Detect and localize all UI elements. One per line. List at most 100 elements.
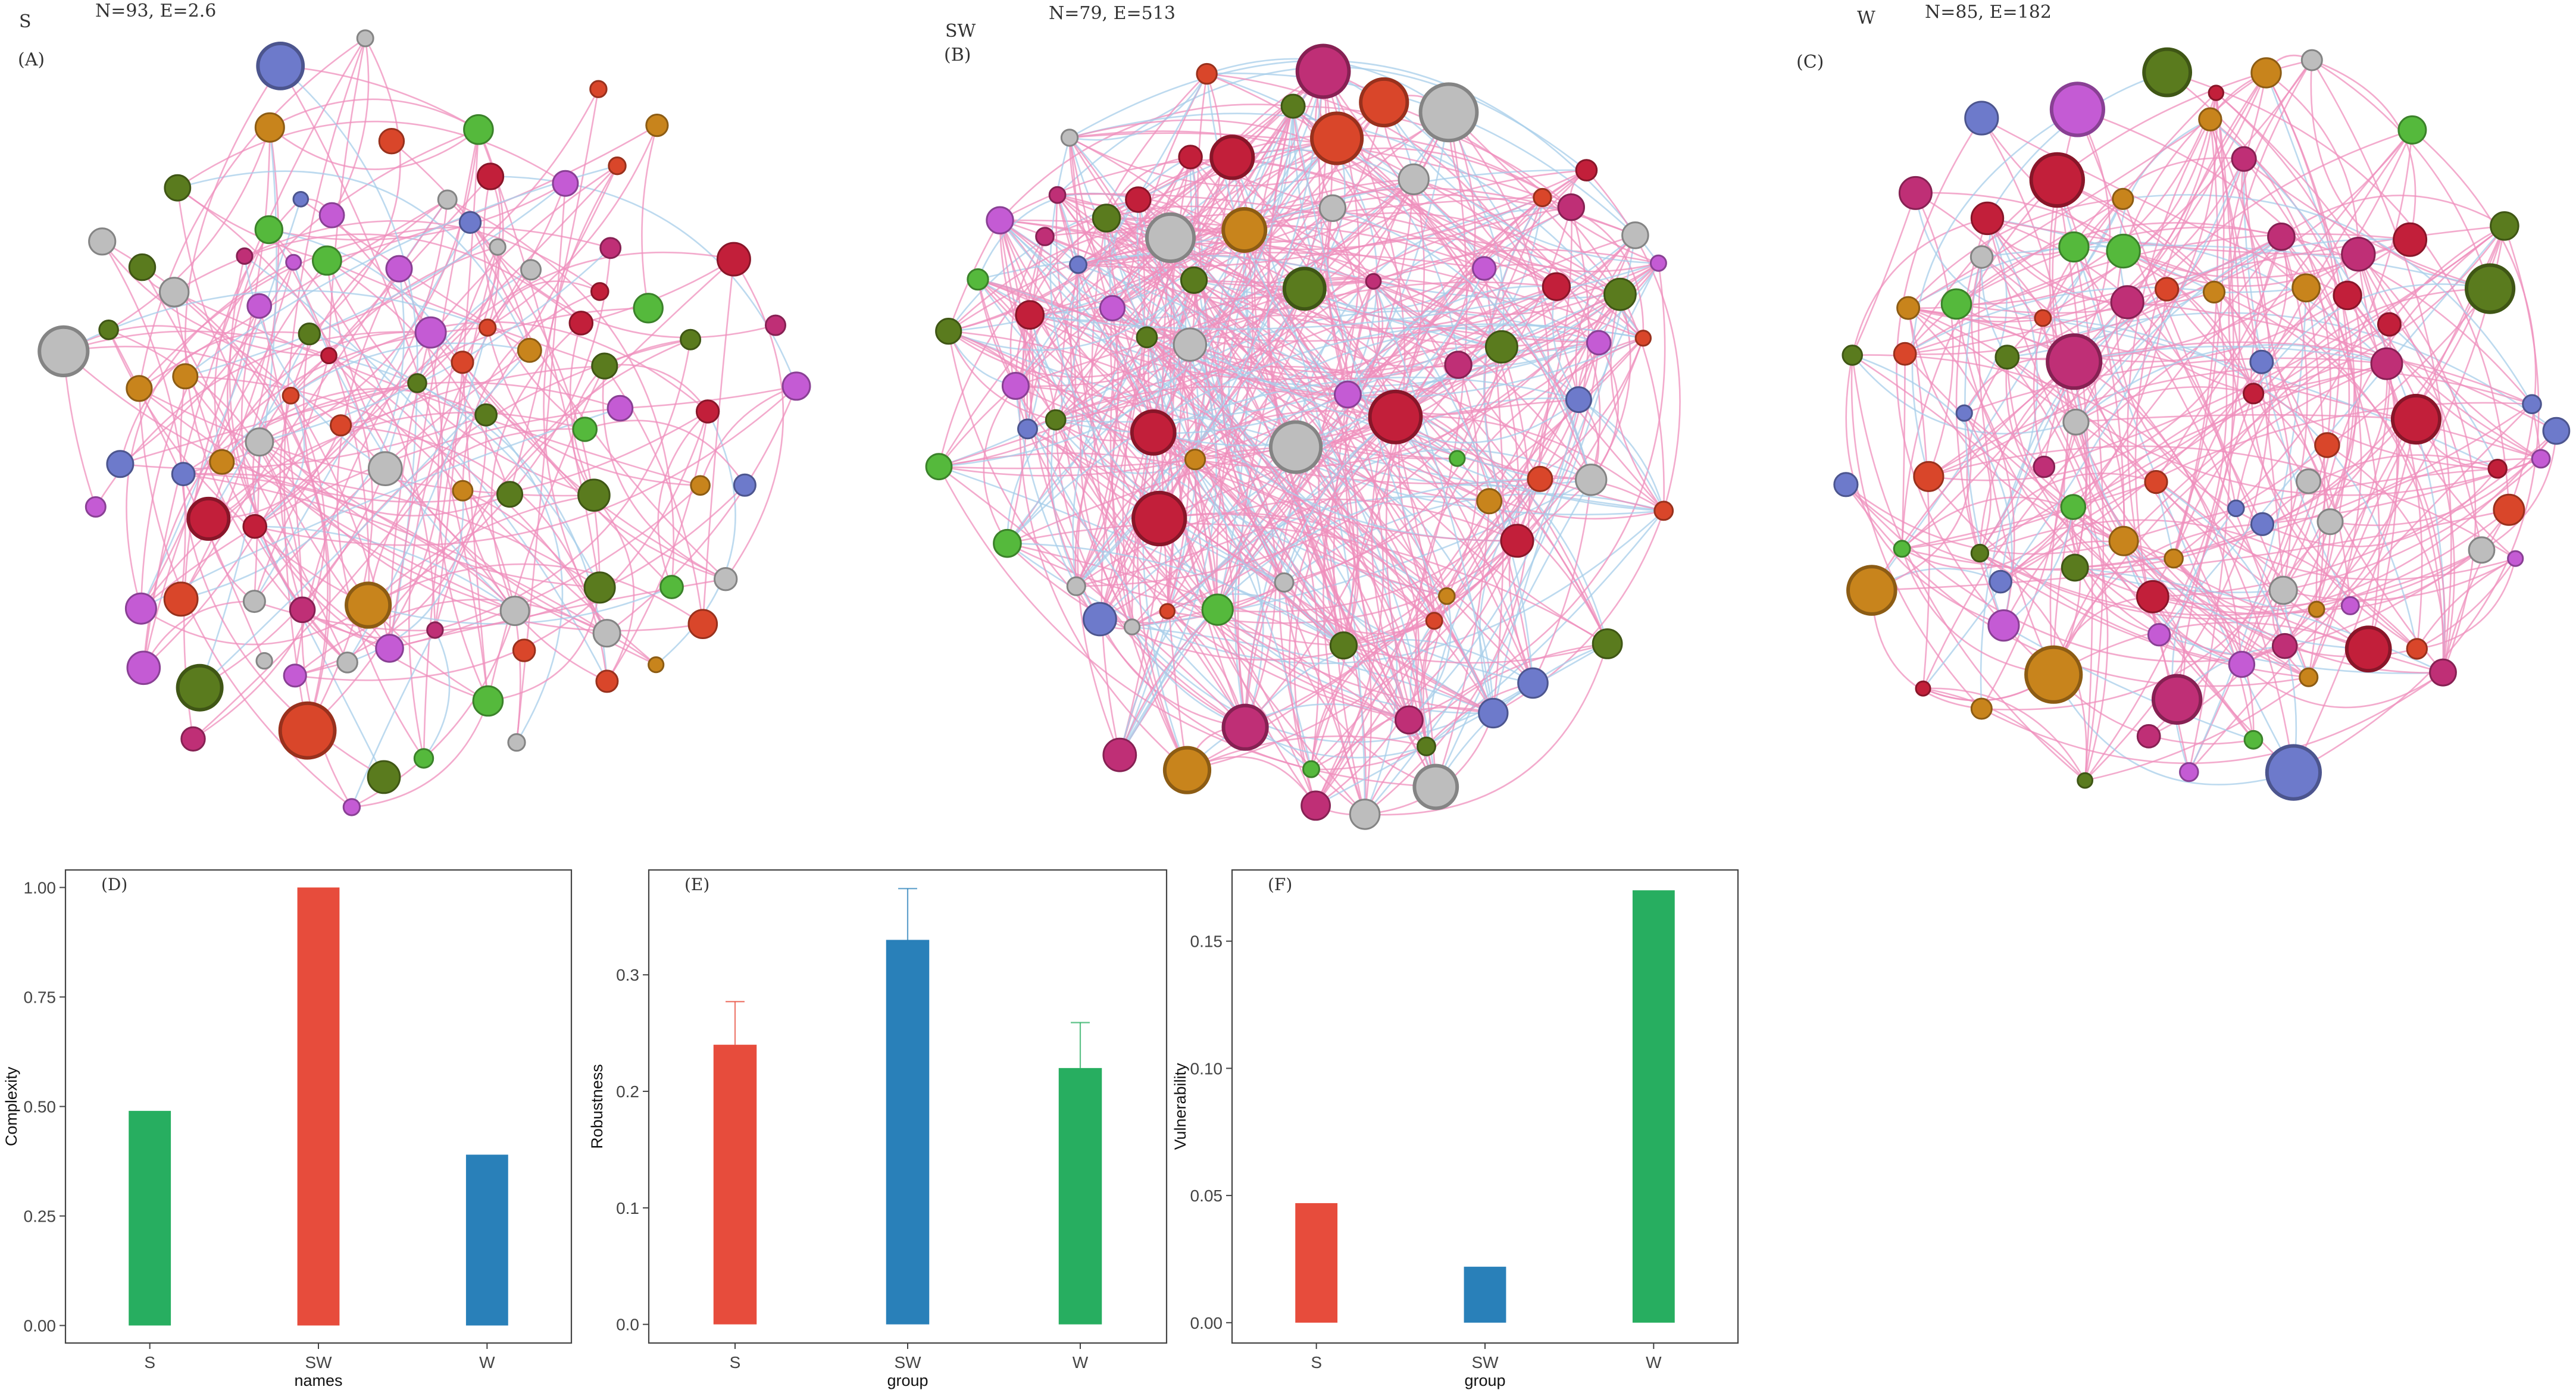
positive-edge	[270, 127, 479, 169]
bar-sw	[1464, 1267, 1506, 1323]
network-node	[160, 278, 189, 306]
network-panel-w: W N=85, E=182 (C)	[1714, 0, 2576, 857]
network-node	[1473, 257, 1496, 280]
network-node	[290, 597, 315, 622]
network-node	[379, 129, 404, 154]
network-node	[2430, 659, 2456, 685]
network-node	[2156, 278, 2178, 300]
network-node	[715, 568, 737, 590]
network-node	[2180, 763, 2199, 781]
network-node	[414, 749, 433, 768]
x-axis-title: group	[1464, 1372, 1505, 1389]
network-node	[1084, 603, 1117, 636]
network-node	[2334, 281, 2361, 309]
network-node	[284, 665, 306, 687]
network-node	[126, 593, 156, 624]
network-node	[1421, 84, 1477, 140]
network-node	[2061, 495, 2086, 519]
network-node	[1350, 800, 1380, 829]
network-node	[2062, 555, 2088, 581]
network-node	[508, 734, 525, 751]
network-node	[415, 317, 446, 348]
y-tick-label: 0.1	[616, 1199, 639, 1217]
positive-edge	[295, 412, 708, 681]
network-node	[2309, 602, 2324, 617]
network-node	[1046, 410, 1065, 430]
network-node	[1971, 699, 1992, 719]
network-node	[2199, 108, 2221, 130]
network-stats-sw: N=79, E=513	[1049, 3, 1176, 24]
network-panel-sw: SW N=79, E=513 (B)	[857, 0, 1714, 857]
network-node	[368, 761, 400, 793]
network-node	[452, 352, 473, 373]
network-node	[2293, 274, 2320, 302]
network-node	[570, 312, 593, 335]
y-tick-label: 0.00	[1190, 1314, 1223, 1332]
x-tick-label: W	[479, 1353, 495, 1372]
network-node	[1636, 331, 1650, 346]
network-node	[2407, 639, 2427, 659]
network-graph-s: S N=93, E=2.6 (A)	[0, 0, 857, 857]
network-node	[1622, 223, 1649, 249]
network-node	[476, 404, 497, 425]
network-node	[2203, 281, 2224, 302]
network-node	[2399, 116, 2426, 143]
network-node	[1202, 594, 1233, 625]
y-tick-label: 0.25	[24, 1207, 57, 1226]
network-node	[936, 319, 961, 344]
network-node	[1414, 766, 1457, 809]
network-node	[2244, 731, 2262, 749]
network-node	[2523, 395, 2541, 414]
network-node	[127, 652, 160, 684]
network-node	[2137, 581, 2168, 612]
network-node	[2144, 49, 2190, 96]
network-node	[1450, 451, 1465, 466]
network-node	[107, 451, 133, 477]
network-node	[2145, 471, 2167, 493]
x-tick-label: SW	[1471, 1353, 1499, 1372]
network-node	[243, 591, 265, 612]
network-node	[601, 238, 621, 258]
network-node	[1956, 405, 1972, 421]
x-tick-label: SW	[305, 1353, 332, 1372]
network-node	[164, 583, 198, 616]
network-node	[210, 450, 234, 474]
positive-edge	[658, 412, 708, 587]
network-node	[2508, 551, 2523, 566]
network-node	[590, 81, 607, 97]
network-node	[188, 499, 229, 539]
network-node	[1100, 296, 1124, 320]
network-node	[2341, 597, 2359, 614]
network-node	[2378, 313, 2400, 336]
network-node	[2153, 676, 2200, 723]
network-node	[1018, 420, 1037, 439]
network-node	[343, 799, 359, 815]
network-graph-sw: SW N=79, E=513 (B)	[857, 0, 1714, 857]
network-node	[1558, 195, 1584, 220]
network-node	[1543, 273, 1570, 300]
y-tick-label: 0.2	[616, 1082, 639, 1101]
network-node	[2251, 513, 2273, 535]
network-node	[1103, 738, 1136, 771]
network-node	[1971, 202, 2003, 234]
network-node	[86, 497, 105, 516]
network-node	[2300, 668, 2318, 686]
group-label-s: S	[19, 11, 32, 32]
network-node	[1271, 422, 1321, 472]
network-node	[299, 324, 320, 345]
network-node	[2113, 189, 2133, 209]
y-axis-title: Robustness	[588, 1064, 606, 1149]
y-tick-label: 1.00	[24, 878, 57, 897]
network-node	[717, 243, 750, 276]
network-node	[987, 207, 1013, 233]
network-node	[246, 428, 273, 456]
network-panel-s: S N=93, E=2.6 (A)	[0, 0, 857, 857]
network-node	[2059, 232, 2089, 261]
network-node	[376, 635, 404, 662]
network-node	[573, 418, 597, 442]
group-label-w: W	[1857, 8, 1875, 29]
network-node	[2047, 335, 2100, 388]
network-node	[1049, 187, 1065, 203]
positive-edge	[470, 223, 726, 579]
network-node	[286, 255, 301, 270]
